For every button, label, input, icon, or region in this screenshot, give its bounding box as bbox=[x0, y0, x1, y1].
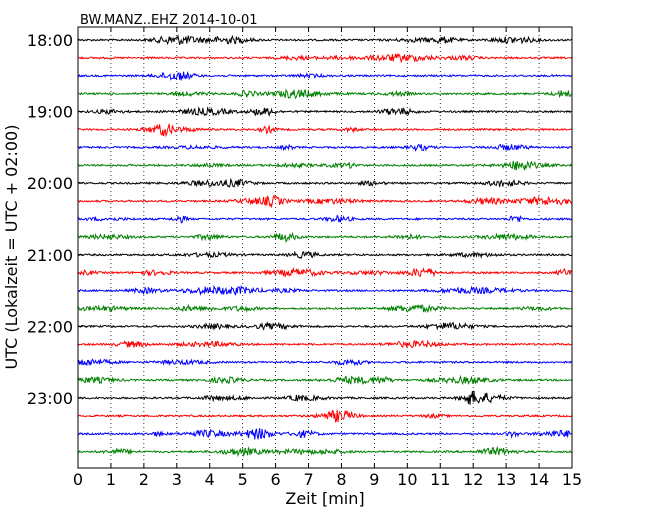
trace-group bbox=[77, 34, 573, 458]
x-tick-label-9: 9 bbox=[369, 470, 379, 489]
trace-1830 bbox=[77, 70, 573, 81]
plot-frame bbox=[77, 26, 573, 469]
x-axis-label: Zeit [min] bbox=[285, 489, 364, 508]
trace-2200 bbox=[77, 321, 572, 331]
y-tick-label-21:00: 21:00 bbox=[27, 246, 73, 265]
trace-1815 bbox=[77, 52, 572, 64]
x-tick-label-14: 14 bbox=[529, 470, 549, 489]
trace-1945 bbox=[77, 160, 573, 171]
trace-2215 bbox=[77, 339, 572, 349]
trace-2300 bbox=[77, 390, 572, 405]
trace-2030 bbox=[77, 214, 573, 224]
trace-2145 bbox=[77, 303, 572, 314]
x-tick-label-15: 15 bbox=[562, 470, 582, 489]
trace-2345 bbox=[77, 445, 572, 458]
trace-2330 bbox=[77, 428, 572, 440]
trace-2315 bbox=[77, 409, 573, 423]
y-tick-label-18:00: 18:00 bbox=[27, 31, 73, 50]
y-axis-ticks: 18:00 19:00 20:00 21:00 22:00 23:00 bbox=[27, 31, 83, 408]
trace-2245 bbox=[77, 374, 572, 386]
trace-2015 bbox=[77, 194, 573, 209]
trace-2130 bbox=[77, 284, 572, 297]
y-tick-label-23:00: 23:00 bbox=[27, 389, 73, 408]
trace-2000 bbox=[77, 177, 572, 188]
x-tick-label-1: 1 bbox=[106, 470, 116, 489]
trace-1930 bbox=[77, 143, 573, 152]
x-tick-label-5: 5 bbox=[238, 470, 248, 489]
chart-title: BW.MANZ..EHZ 2014-10-01 bbox=[80, 13, 258, 28]
x-tick-label-3: 3 bbox=[172, 470, 182, 489]
y-tick-label-22:00: 22:00 bbox=[27, 317, 73, 336]
x-tick-label-13: 13 bbox=[496, 470, 516, 489]
x-axis-ticks: 0 1 2 3 4 5 6 7 8 9 10 11 12 13 14 15 bbox=[73, 27, 582, 489]
x-tick-label-12: 12 bbox=[463, 470, 483, 489]
trace-2045 bbox=[77, 231, 572, 243]
x-tick-label-10: 10 bbox=[397, 470, 417, 489]
x-tick-label-8: 8 bbox=[336, 470, 346, 489]
x-tick-label-7: 7 bbox=[303, 470, 313, 489]
trace-2100 bbox=[77, 250, 572, 260]
y-tick-label-20:00: 20:00 bbox=[27, 174, 73, 193]
x-tick-label-11: 11 bbox=[430, 470, 450, 489]
trace-1800 bbox=[77, 34, 572, 46]
y-axis-label: UTC (Lokalzeit = UTC + 02:00) bbox=[2, 125, 21, 370]
y-tick-label-19:00: 19:00 bbox=[27, 103, 73, 122]
x-tick-label-2: 2 bbox=[139, 470, 149, 489]
x-tick-label-4: 4 bbox=[205, 470, 215, 489]
trace-2230 bbox=[77, 358, 572, 367]
trace-2115 bbox=[77, 266, 572, 279]
trace-1900 bbox=[77, 106, 572, 118]
trace-1845 bbox=[77, 88, 572, 100]
trace-1915 bbox=[77, 123, 572, 138]
vertical-grid bbox=[110, 27, 540, 468]
x-tick-label-6: 6 bbox=[271, 470, 281, 489]
x-tick-label-0: 0 bbox=[73, 470, 83, 489]
